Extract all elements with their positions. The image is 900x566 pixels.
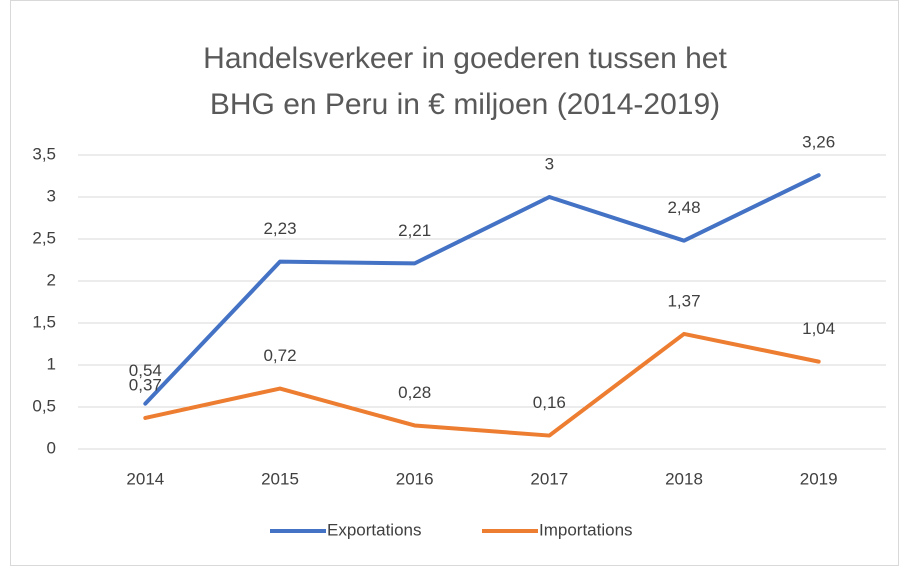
y-tick-label: 2 [47, 270, 56, 289]
data-label: 0,37 [129, 375, 162, 394]
data-label: 2,23 [263, 219, 296, 238]
y-tick-label: 1 [47, 354, 56, 373]
legend-label: Exportations [327, 520, 422, 539]
y-tick-label: 0,5 [32, 396, 56, 415]
x-tick-label: 2019 [800, 469, 838, 488]
data-label: 2,48 [667, 198, 700, 217]
data-label: 2,21 [398, 221, 431, 240]
data-label: 0,72 [263, 346, 296, 365]
data-label: 1,37 [667, 291, 700, 310]
x-tick-label: 2015 [261, 469, 299, 488]
data-label: 0,28 [398, 383, 431, 402]
data-label: 1,04 [802, 319, 835, 338]
legend-label: Importations [539, 520, 633, 539]
series-line [143, 173, 821, 406]
y-tick-label: 2,5 [32, 228, 56, 247]
y-tick-label: 1,5 [32, 312, 56, 331]
data-label: 0,54 [129, 361, 162, 380]
data-label: 3 [545, 154, 554, 173]
x-tick-label: 2016 [396, 469, 434, 488]
series-line [143, 331, 821, 438]
data-label: 3,26 [802, 133, 835, 152]
y-tick-label: 0 [47, 438, 56, 457]
data-label: 0,16 [533, 393, 566, 412]
x-tick-label: 2017 [530, 469, 568, 488]
y-tick-label: 3 [47, 186, 56, 205]
chart-title: Handelsverkeer in goederen tussen het BH… [203, 42, 727, 121]
x-tick-label: 2014 [126, 469, 164, 488]
x-tick-label: 2018 [665, 469, 703, 488]
y-tick-label: 3,5 [32, 144, 56, 163]
